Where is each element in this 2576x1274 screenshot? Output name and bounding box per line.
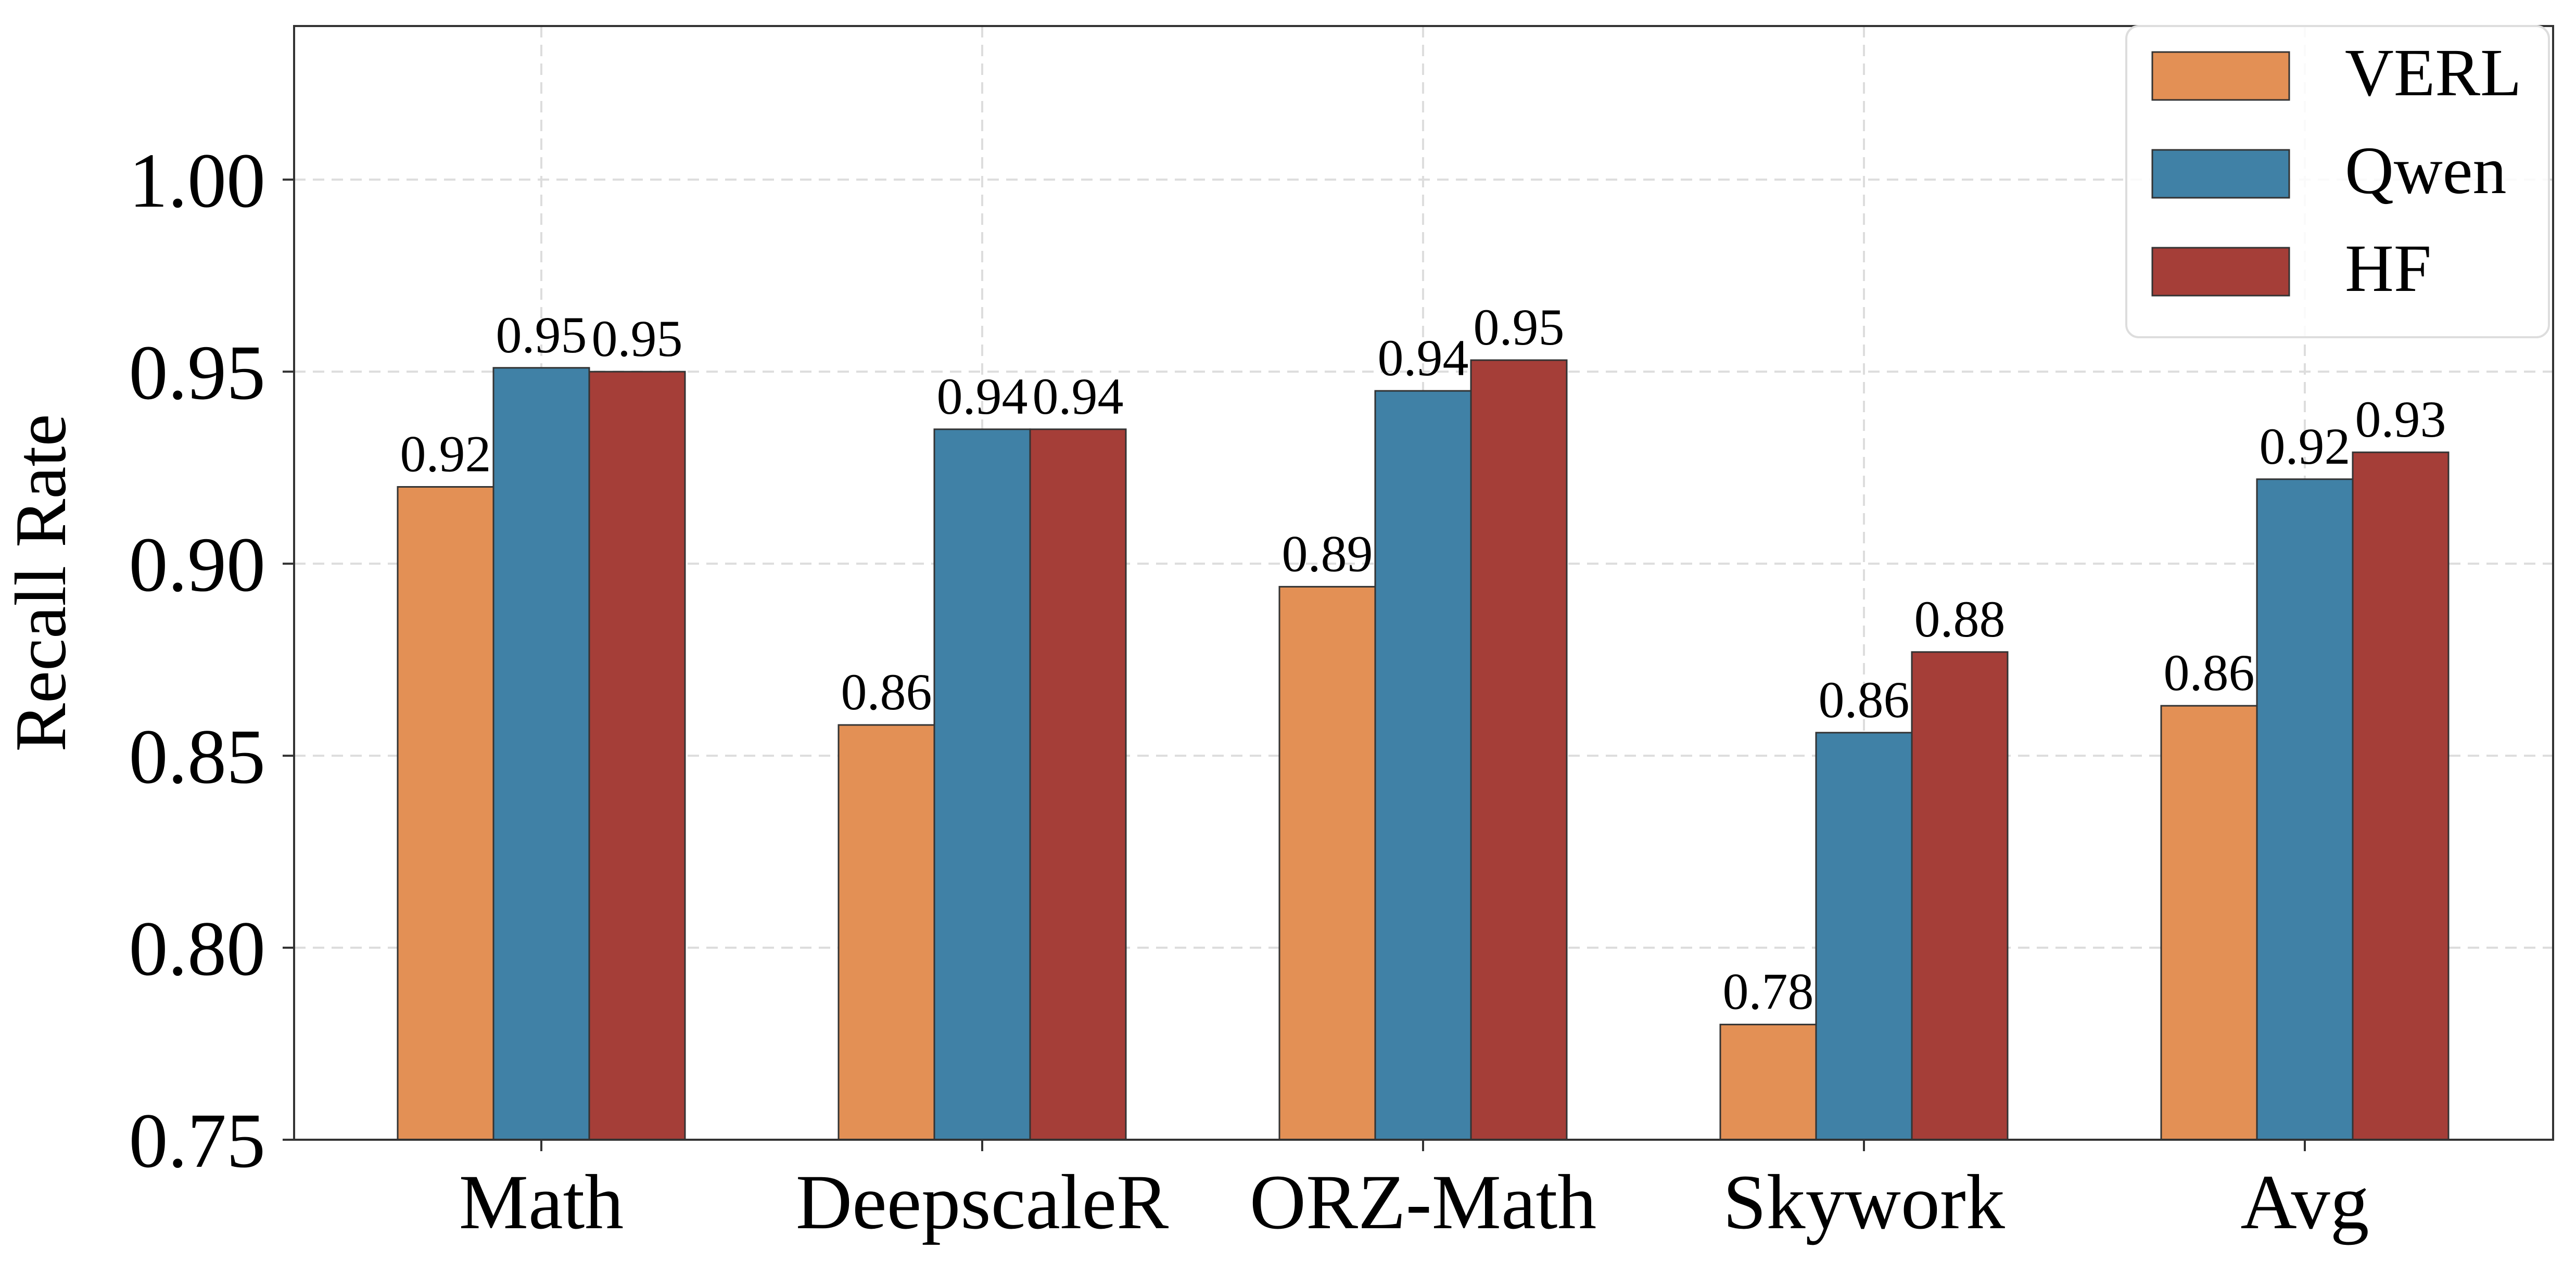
x-tick-label: Math xyxy=(459,1159,624,1245)
legend-swatch-hf xyxy=(2151,247,2290,297)
y-tick-label: 0.85 xyxy=(129,714,266,800)
bar-hf-avg xyxy=(2352,451,2450,1141)
bar-verl-math xyxy=(397,486,494,1141)
y-tick-label: 0.95 xyxy=(129,329,266,416)
legend-label-hf: HF xyxy=(2345,231,2431,306)
data-label: 0.86 xyxy=(1819,671,1910,729)
legend-swatch-qwen xyxy=(2151,149,2290,199)
legend-label-verl: VERL xyxy=(2345,35,2521,110)
y-tick-label: 0.80 xyxy=(129,906,266,992)
data-labels-layer: 0.920.95 0.950.860.94 0.940.890.940.950.78… xyxy=(400,298,2446,1021)
y-axis: 0.75 0.80 0.85 0.90 0.95 1.00 xyxy=(129,137,294,1184)
legend: VERL Qwen HF xyxy=(2125,25,2550,338)
bar-hf-orz-math xyxy=(1470,359,1568,1141)
bar-hf-math xyxy=(588,371,686,1141)
bar-qwen-avg xyxy=(2256,478,2354,1141)
y-tick-label: 0.90 xyxy=(129,521,266,608)
x-tick-label: ORZ-Math xyxy=(1250,1159,1597,1245)
y-axis-label: Recall Rate xyxy=(1,414,81,751)
bar-qwen-skywork xyxy=(1815,732,1913,1141)
data-label: 0.94 xyxy=(937,367,1028,425)
legend-label-qwen: Qwen xyxy=(2345,133,2506,208)
x-tick-label: DeepscaleR xyxy=(796,1159,1169,1245)
bars-layer xyxy=(397,359,2450,1141)
y-tick-label: 0.75 xyxy=(129,1098,266,1184)
bar-qwen-orz-math xyxy=(1374,390,1472,1141)
bar-verl-avg xyxy=(2160,705,2258,1141)
data-label: 0.86 xyxy=(841,663,932,721)
data-label: 0.94 xyxy=(1033,367,1124,425)
bar-qwen-math xyxy=(492,367,590,1141)
data-label: 0.86 xyxy=(2164,644,2255,702)
data-label: 0.88 xyxy=(1914,590,2006,648)
data-label: 0.92 xyxy=(400,425,491,483)
x-tick-label: Skywork xyxy=(1723,1159,2005,1245)
data-label: 0.95 xyxy=(496,306,587,364)
data-label: 0.95 xyxy=(1474,298,1565,356)
bar-qwen-deepscaler xyxy=(933,428,1031,1141)
x-tick-label: Avg xyxy=(2240,1159,2369,1245)
bar-hf-skywork xyxy=(1911,651,2009,1141)
data-label: 0.93 xyxy=(2355,390,2446,448)
x-axis: Math DeepscaleR ORZ-Math Skywork Avg xyxy=(459,1140,2369,1245)
data-label: 0.78 xyxy=(1723,963,1814,1021)
bar-verl-skywork xyxy=(1719,1024,1817,1141)
bar-verl-orz-math xyxy=(1278,585,1376,1141)
data-label: 0.94 xyxy=(1378,329,1469,387)
data-label: 0.95 xyxy=(592,310,683,367)
data-label: 0.92 xyxy=(2260,417,2351,475)
legend-swatch-verl xyxy=(2151,51,2290,101)
y-tick-label: 1.00 xyxy=(129,137,266,224)
data-label: 0.89 xyxy=(1282,525,1373,582)
bar-verl-deepscaler xyxy=(837,724,935,1141)
bar-hf-deepscaler xyxy=(1029,428,1127,1141)
